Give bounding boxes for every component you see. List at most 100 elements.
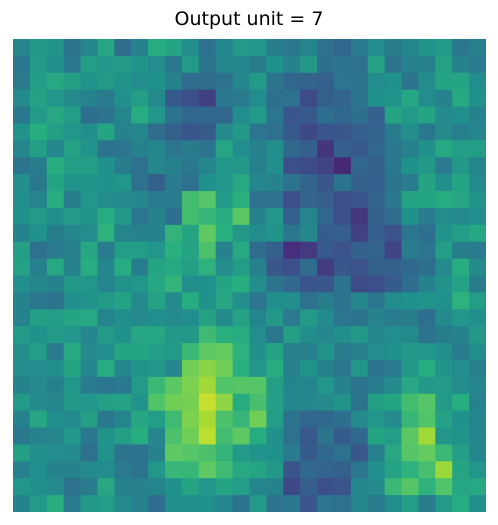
heatmap-cell xyxy=(46,174,65,192)
heatmap-cell xyxy=(300,207,318,226)
heatmap-cell xyxy=(232,174,250,192)
heatmap-cell xyxy=(300,309,318,327)
heatmap-cell xyxy=(232,410,250,428)
heatmap-cell xyxy=(418,309,436,327)
heatmap-cell xyxy=(148,123,166,141)
heatmap-cell xyxy=(215,292,234,310)
heatmap-cell xyxy=(401,495,419,512)
heatmap-cell xyxy=(215,258,234,276)
heatmap-cell xyxy=(469,275,486,293)
heatmap-cell xyxy=(29,495,48,512)
heatmap-cell xyxy=(283,309,301,327)
heatmap-cell xyxy=(131,123,149,141)
heatmap-cell xyxy=(435,275,453,293)
heatmap-cell xyxy=(384,39,402,57)
heatmap-cell xyxy=(29,224,48,243)
heatmap-cell xyxy=(283,461,301,479)
heatmap-cell xyxy=(350,461,369,479)
heatmap-cell xyxy=(350,393,369,412)
heatmap-cell xyxy=(435,140,453,158)
heatmap-cell xyxy=(114,72,132,91)
heatmap-cell xyxy=(249,106,267,124)
heatmap-cell xyxy=(181,224,200,243)
heatmap-cell xyxy=(333,140,352,158)
heatmap-cell xyxy=(435,39,453,57)
heatmap-cell xyxy=(148,376,166,395)
heatmap-cell xyxy=(13,207,31,226)
heatmap-cell xyxy=(367,140,386,158)
heatmap-cell xyxy=(300,495,318,512)
heatmap-cell xyxy=(401,444,419,462)
heatmap-cell xyxy=(418,55,436,74)
heatmap-cell xyxy=(350,55,369,74)
heatmap-cell xyxy=(198,140,217,158)
heatmap-cell xyxy=(148,444,166,462)
heatmap-cell xyxy=(165,343,183,361)
heatmap-cell xyxy=(63,174,81,192)
heatmap-cell xyxy=(63,461,81,479)
heatmap-cell xyxy=(384,376,402,395)
heatmap-cell xyxy=(46,410,65,428)
heatmap-cell xyxy=(317,258,335,276)
heatmap-cell xyxy=(283,89,301,107)
heatmap-cell xyxy=(317,224,335,243)
heatmap-cell xyxy=(452,343,470,361)
heatmap-cell xyxy=(266,326,284,344)
heatmap-cell xyxy=(148,140,166,158)
heatmap-cell xyxy=(300,292,318,310)
heatmap-cell xyxy=(181,106,200,124)
heatmap-cell xyxy=(148,309,166,327)
heatmap-cell xyxy=(283,343,301,361)
heatmap-cell xyxy=(198,326,217,344)
heatmap-cell xyxy=(469,309,486,327)
heatmap-cell xyxy=(333,55,352,74)
heatmap-cell xyxy=(367,174,386,192)
heatmap-cell xyxy=(232,444,250,462)
heatmap-cell xyxy=(317,410,335,428)
heatmap-cell xyxy=(63,140,81,158)
heatmap-cell xyxy=(165,393,183,412)
heatmap-cell xyxy=(114,191,132,209)
heatmap-cell xyxy=(266,461,284,479)
heatmap-cell xyxy=(266,207,284,226)
heatmap-cell xyxy=(165,72,183,91)
heatmap-cell xyxy=(63,72,81,91)
heatmap-cell xyxy=(114,292,132,310)
heatmap-cell xyxy=(249,359,267,378)
heatmap-cell xyxy=(283,478,301,496)
heatmap-cell xyxy=(232,376,250,395)
heatmap-cell xyxy=(333,495,352,512)
heatmap-cell xyxy=(469,427,486,445)
heatmap-cell xyxy=(97,495,115,512)
heatmap-cell xyxy=(13,478,31,496)
heatmap-cell xyxy=(333,410,352,428)
heatmap-cell xyxy=(215,393,234,412)
heatmap-cell xyxy=(114,478,132,496)
heatmap-cell xyxy=(29,55,48,74)
heatmap-cell xyxy=(148,495,166,512)
heatmap-cell xyxy=(469,39,486,57)
heatmap-cell xyxy=(232,427,250,445)
heatmap-cell xyxy=(249,174,267,192)
heatmap-cell xyxy=(283,39,301,57)
heatmap-cell xyxy=(29,444,48,462)
heatmap-cell xyxy=(300,55,318,74)
heatmap-cell xyxy=(249,343,267,361)
heatmap-cell xyxy=(80,478,98,496)
heatmap-cell xyxy=(401,140,419,158)
heatmap-cell xyxy=(181,359,200,378)
heatmap-cell xyxy=(367,106,386,124)
heatmap-cell xyxy=(249,478,267,496)
heatmap-cell xyxy=(401,309,419,327)
heatmap-cell xyxy=(148,326,166,344)
heatmap-cell xyxy=(165,140,183,158)
heatmap-cell xyxy=(97,123,115,141)
heatmap-cell xyxy=(317,292,335,310)
heatmap-cell xyxy=(317,495,335,512)
heatmap-cell xyxy=(435,89,453,107)
heatmap-cell xyxy=(232,241,250,260)
heatmap-cell xyxy=(181,39,200,57)
heatmap-cell xyxy=(333,359,352,378)
heatmap-cell xyxy=(418,393,436,412)
heatmap-cell xyxy=(97,393,115,412)
